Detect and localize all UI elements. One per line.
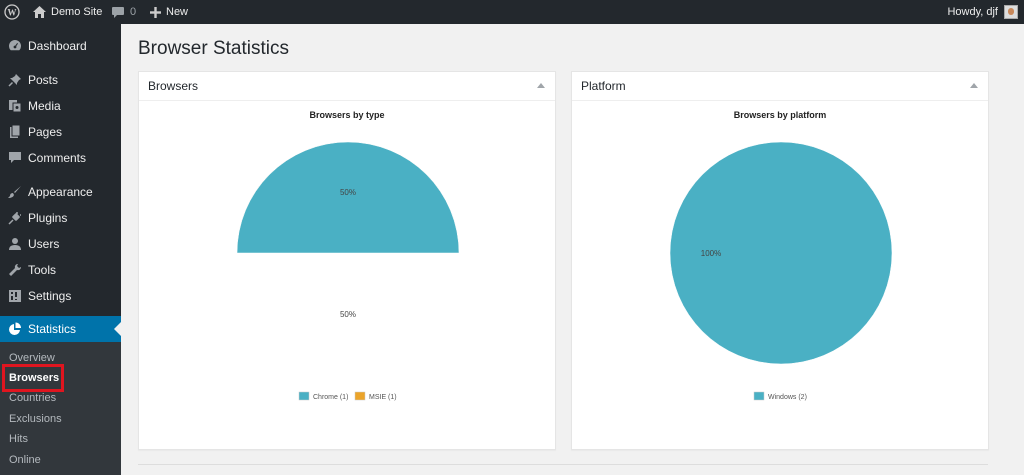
pie-slice[interactable] — [669, 141, 893, 365]
menu-comments[interactable]: Comments — [0, 145, 121, 171]
svg-text:W: W — [8, 8, 17, 18]
my-account-link[interactable]: Howdy, djf — [947, 0, 1018, 24]
menu-dashboard[interactable]: Dashboard — [0, 33, 121, 59]
pie-chart-icon — [8, 322, 22, 336]
brush-icon — [8, 185, 22, 199]
platform-box-header[interactable]: Platform — [572, 72, 988, 101]
submenu-online[interactable]: Online — [9, 454, 41, 466]
submenu-browsers[interactable]: Browsers — [9, 372, 60, 384]
legend-swatch[interactable] — [298, 391, 310, 401]
howdy-text: Howdy, djf — [947, 6, 998, 18]
statistics-submenu: Overview Browsers Countries Exclusions H… — [0, 342, 121, 475]
new-content-link[interactable]: New — [150, 0, 188, 24]
menu-label: Users — [28, 237, 60, 251]
legend-label[interactable]: MSIE (1) — [369, 394, 397, 401]
menu-label: Posts — [28, 73, 59, 87]
menu-label: Pages — [28, 125, 63, 139]
pie-slice[interactable] — [236, 141, 460, 254]
platform-box-title: Platform — [581, 79, 626, 93]
browsers-postbox: Browsers Browsers by type 50% 50% Chrome (… — [138, 71, 556, 450]
menu-label: Appearance — [28, 185, 93, 199]
plug-icon — [8, 211, 22, 225]
menu-label: Comments — [28, 151, 87, 165]
submenu-hits[interactable]: Hits — [9, 433, 28, 445]
browsers-box-header[interactable]: Browsers — [139, 72, 555, 101]
chart-title: Browsers by platform — [733, 110, 827, 120]
menu-settings[interactable]: Settings — [0, 283, 121, 309]
platform-postbox: Platform Browsers by platform 100% Window… — [571, 71, 989, 450]
media-icon — [8, 99, 22, 113]
home-icon — [33, 6, 46, 18]
chart-title: Browsers by type — [309, 110, 385, 120]
settings-icon — [8, 289, 22, 303]
comment-icon — [8, 151, 22, 165]
slice-percent-label: 100% — [701, 249, 721, 258]
dashboard-icon — [8, 39, 22, 53]
menu-media[interactable]: Media — [0, 93, 121, 119]
menu-label: Media — [28, 99, 61, 113]
menu-users[interactable]: Users — [0, 231, 121, 257]
wrench-icon — [8, 263, 22, 277]
submenu-countries[interactable]: Countries — [9, 392, 57, 404]
menu-label: Plugins — [28, 211, 68, 225]
plus-icon — [150, 6, 161, 18]
site-name-link[interactable]: Demo Site — [33, 0, 102, 24]
legend-label[interactable]: Windows (2) — [768, 394, 807, 401]
legend-label[interactable]: Chrome (1) — [313, 394, 348, 401]
highlight-annotation — [2, 364, 64, 392]
pages-icon — [8, 125, 22, 139]
submenu-exclusions[interactable]: Exclusions — [9, 413, 62, 425]
collapse-arrow-icon[interactable] — [537, 83, 545, 88]
menu-label: Settings — [28, 289, 72, 303]
slice-percent-label: 50% — [340, 188, 356, 197]
menu-pages[interactable]: Pages — [0, 119, 121, 145]
footer-divider — [138, 464, 988, 465]
page-title: Browser Statistics — [138, 38, 289, 59]
legend-swatch[interactable] — [753, 391, 765, 401]
collapse-arrow-icon[interactable] — [970, 83, 978, 88]
pin-icon — [8, 73, 22, 87]
slice-percent-label: 50% — [340, 310, 356, 319]
menu-label: Statistics — [28, 322, 77, 336]
comments-count: 0 — [130, 6, 137, 18]
platform-pie-chart: 100% Windows (2) — [669, 141, 893, 401]
menu-plugins[interactable]: Plugins — [0, 205, 121, 231]
browsers-box-title: Browsers — [148, 79, 199, 93]
user-icon — [8, 237, 22, 251]
menu-appearance[interactable]: Appearance — [0, 179, 121, 205]
comment-bubble-icon — [112, 6, 124, 18]
browsers-pie-chart: 50% 50% Chrome (1) MSIE (1) — [236, 141, 460, 401]
menu-posts[interactable]: Posts — [0, 67, 121, 93]
new-label: New — [166, 6, 189, 18]
legend-swatch[interactable] — [354, 391, 366, 401]
menu-tools[interactable]: Tools — [0, 257, 121, 283]
wordpress-logo-icon[interactable]: W — [0, 0, 24, 24]
site-name: Demo Site — [51, 6, 103, 18]
comments-link[interactable]: 0 — [112, 0, 136, 24]
avatar — [1004, 5, 1018, 19]
menu-statistics[interactable]: Statistics — [0, 316, 121, 342]
menu-label: Tools — [28, 263, 57, 277]
admin-bar: W Demo Site 0 New Howdy, djf — [0, 0, 1024, 24]
menu-label: Dashboard — [28, 39, 87, 53]
submenu-overview[interactable]: Overview — [9, 352, 55, 364]
